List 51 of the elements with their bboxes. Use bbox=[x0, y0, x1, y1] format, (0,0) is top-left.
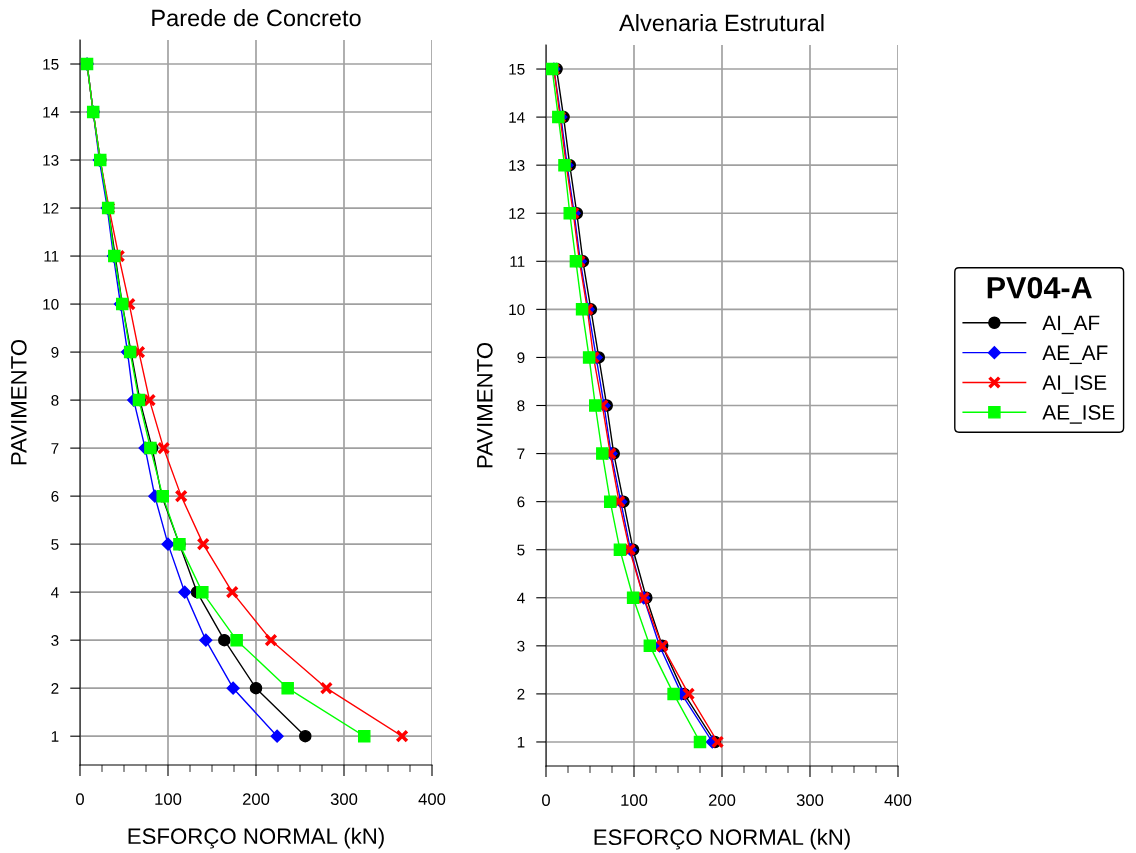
y-tick-label: 6 bbox=[51, 490, 59, 502]
y-tick-label: 14 bbox=[509, 112, 525, 123]
x-axis-title: ESFORÇO NORMAL (kN) bbox=[128, 827, 384, 849]
x-tick-label: 300 bbox=[796, 794, 824, 807]
y-tick-label: 10 bbox=[509, 304, 525, 316]
x-tick-label: 0 bbox=[76, 793, 84, 806]
y-tick-label: 15 bbox=[509, 64, 525, 75]
chart-title: Alvenaria Estrutural bbox=[619, 14, 824, 32]
y-tick-label: 1 bbox=[51, 731, 59, 742]
chart-title: Parede de Concreto bbox=[152, 9, 361, 27]
legend-label: AI_ISE bbox=[1042, 375, 1107, 394]
x-tick-label: 400 bbox=[418, 793, 446, 806]
x-tick-label: 200 bbox=[708, 794, 736, 807]
x-tick-label: 0 bbox=[542, 794, 550, 807]
y-tick-label: 9 bbox=[51, 346, 59, 358]
y-tick-label: 11 bbox=[44, 251, 59, 262]
y-tick-label: 6 bbox=[517, 496, 525, 508]
y-tick-label: 12 bbox=[509, 208, 525, 219]
y-tick-label: 2 bbox=[51, 683, 59, 694]
y-axis-title: PAVIMENTO bbox=[476, 342, 493, 468]
legend-label: AE_ISE bbox=[1042, 405, 1115, 424]
x-tick-label: 200 bbox=[242, 793, 270, 806]
y-axis-title: PAVIMENTO bbox=[10, 339, 27, 465]
x-tick-label: 100 bbox=[155, 793, 182, 806]
y-tick-label: 13 bbox=[509, 160, 525, 171]
y-tick-label: 4 bbox=[517, 592, 525, 604]
legend-title: PV04-A bbox=[987, 276, 1092, 299]
x-tick-label: 300 bbox=[330, 793, 358, 806]
x-tick-label: 100 bbox=[621, 794, 648, 807]
x-axis-title: ESFORÇO NORMAL (kN) bbox=[594, 828, 850, 850]
legend-label: AE_AF bbox=[1042, 345, 1108, 365]
legend-label: AI_AF bbox=[1042, 315, 1100, 335]
y-tick-label: 3 bbox=[517, 640, 525, 652]
y-tick-label: 9 bbox=[517, 352, 525, 364]
y-tick-label: 7 bbox=[517, 448, 525, 460]
y-tick-label: 1 bbox=[517, 736, 525, 748]
y-tick-label: 14 bbox=[43, 107, 59, 118]
y-tick-label: 8 bbox=[51, 394, 59, 406]
y-tick-label: 5 bbox=[517, 544, 525, 556]
x-tick-label: 400 bbox=[884, 794, 912, 807]
y-tick-label: 10 bbox=[43, 298, 59, 310]
y-tick-label: 4 bbox=[51, 587, 59, 598]
y-tick-label: 15 bbox=[43, 59, 59, 70]
y-tick-label: 2 bbox=[517, 688, 525, 700]
y-tick-label: 5 bbox=[51, 539, 59, 550]
y-tick-label: 11 bbox=[510, 256, 525, 267]
y-tick-label: 8 bbox=[517, 400, 525, 412]
y-tick-label: 12 bbox=[43, 202, 59, 214]
y-tick-label: 3 bbox=[51, 635, 59, 646]
y-tick-label: 7 bbox=[51, 443, 59, 454]
y-tick-label: 13 bbox=[43, 154, 59, 166]
